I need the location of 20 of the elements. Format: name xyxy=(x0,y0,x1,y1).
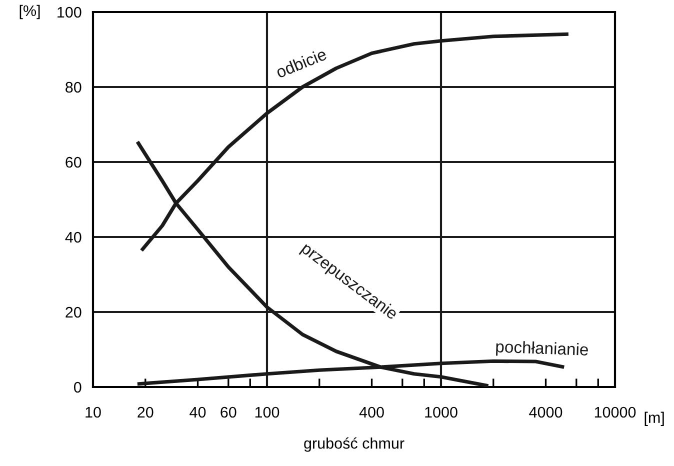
x-tick-label: 1000 xyxy=(425,406,458,418)
x-tick-label: 400 xyxy=(359,406,384,418)
x-tick-label: 10 xyxy=(86,406,101,418)
y-tick-label: 40 xyxy=(65,232,82,243)
x-tick-label: 10000 xyxy=(594,406,636,418)
x-axis-title: grubość chmur xyxy=(304,437,404,452)
text: odbicie xyxy=(275,48,328,78)
y-tick-label: 100 xyxy=(58,6,82,18)
x-tick-label: 4000 xyxy=(529,406,562,418)
x-tick-label: 100 xyxy=(255,406,280,418)
y-axis-title: [%] xyxy=(20,4,40,20)
x-tick-label: 40 xyxy=(190,406,206,418)
text: [m] xyxy=(644,412,664,426)
y-tick-label: 0 xyxy=(74,382,82,393)
y-tick-label: 60 xyxy=(66,156,82,168)
x-tick-label: 20 xyxy=(138,406,154,418)
series-label: pochłanianie xyxy=(496,340,588,359)
y-tick-label: 20 xyxy=(66,306,82,318)
y-tick-label: 80 xyxy=(66,82,82,93)
x-tick-label: 60 xyxy=(220,406,236,418)
